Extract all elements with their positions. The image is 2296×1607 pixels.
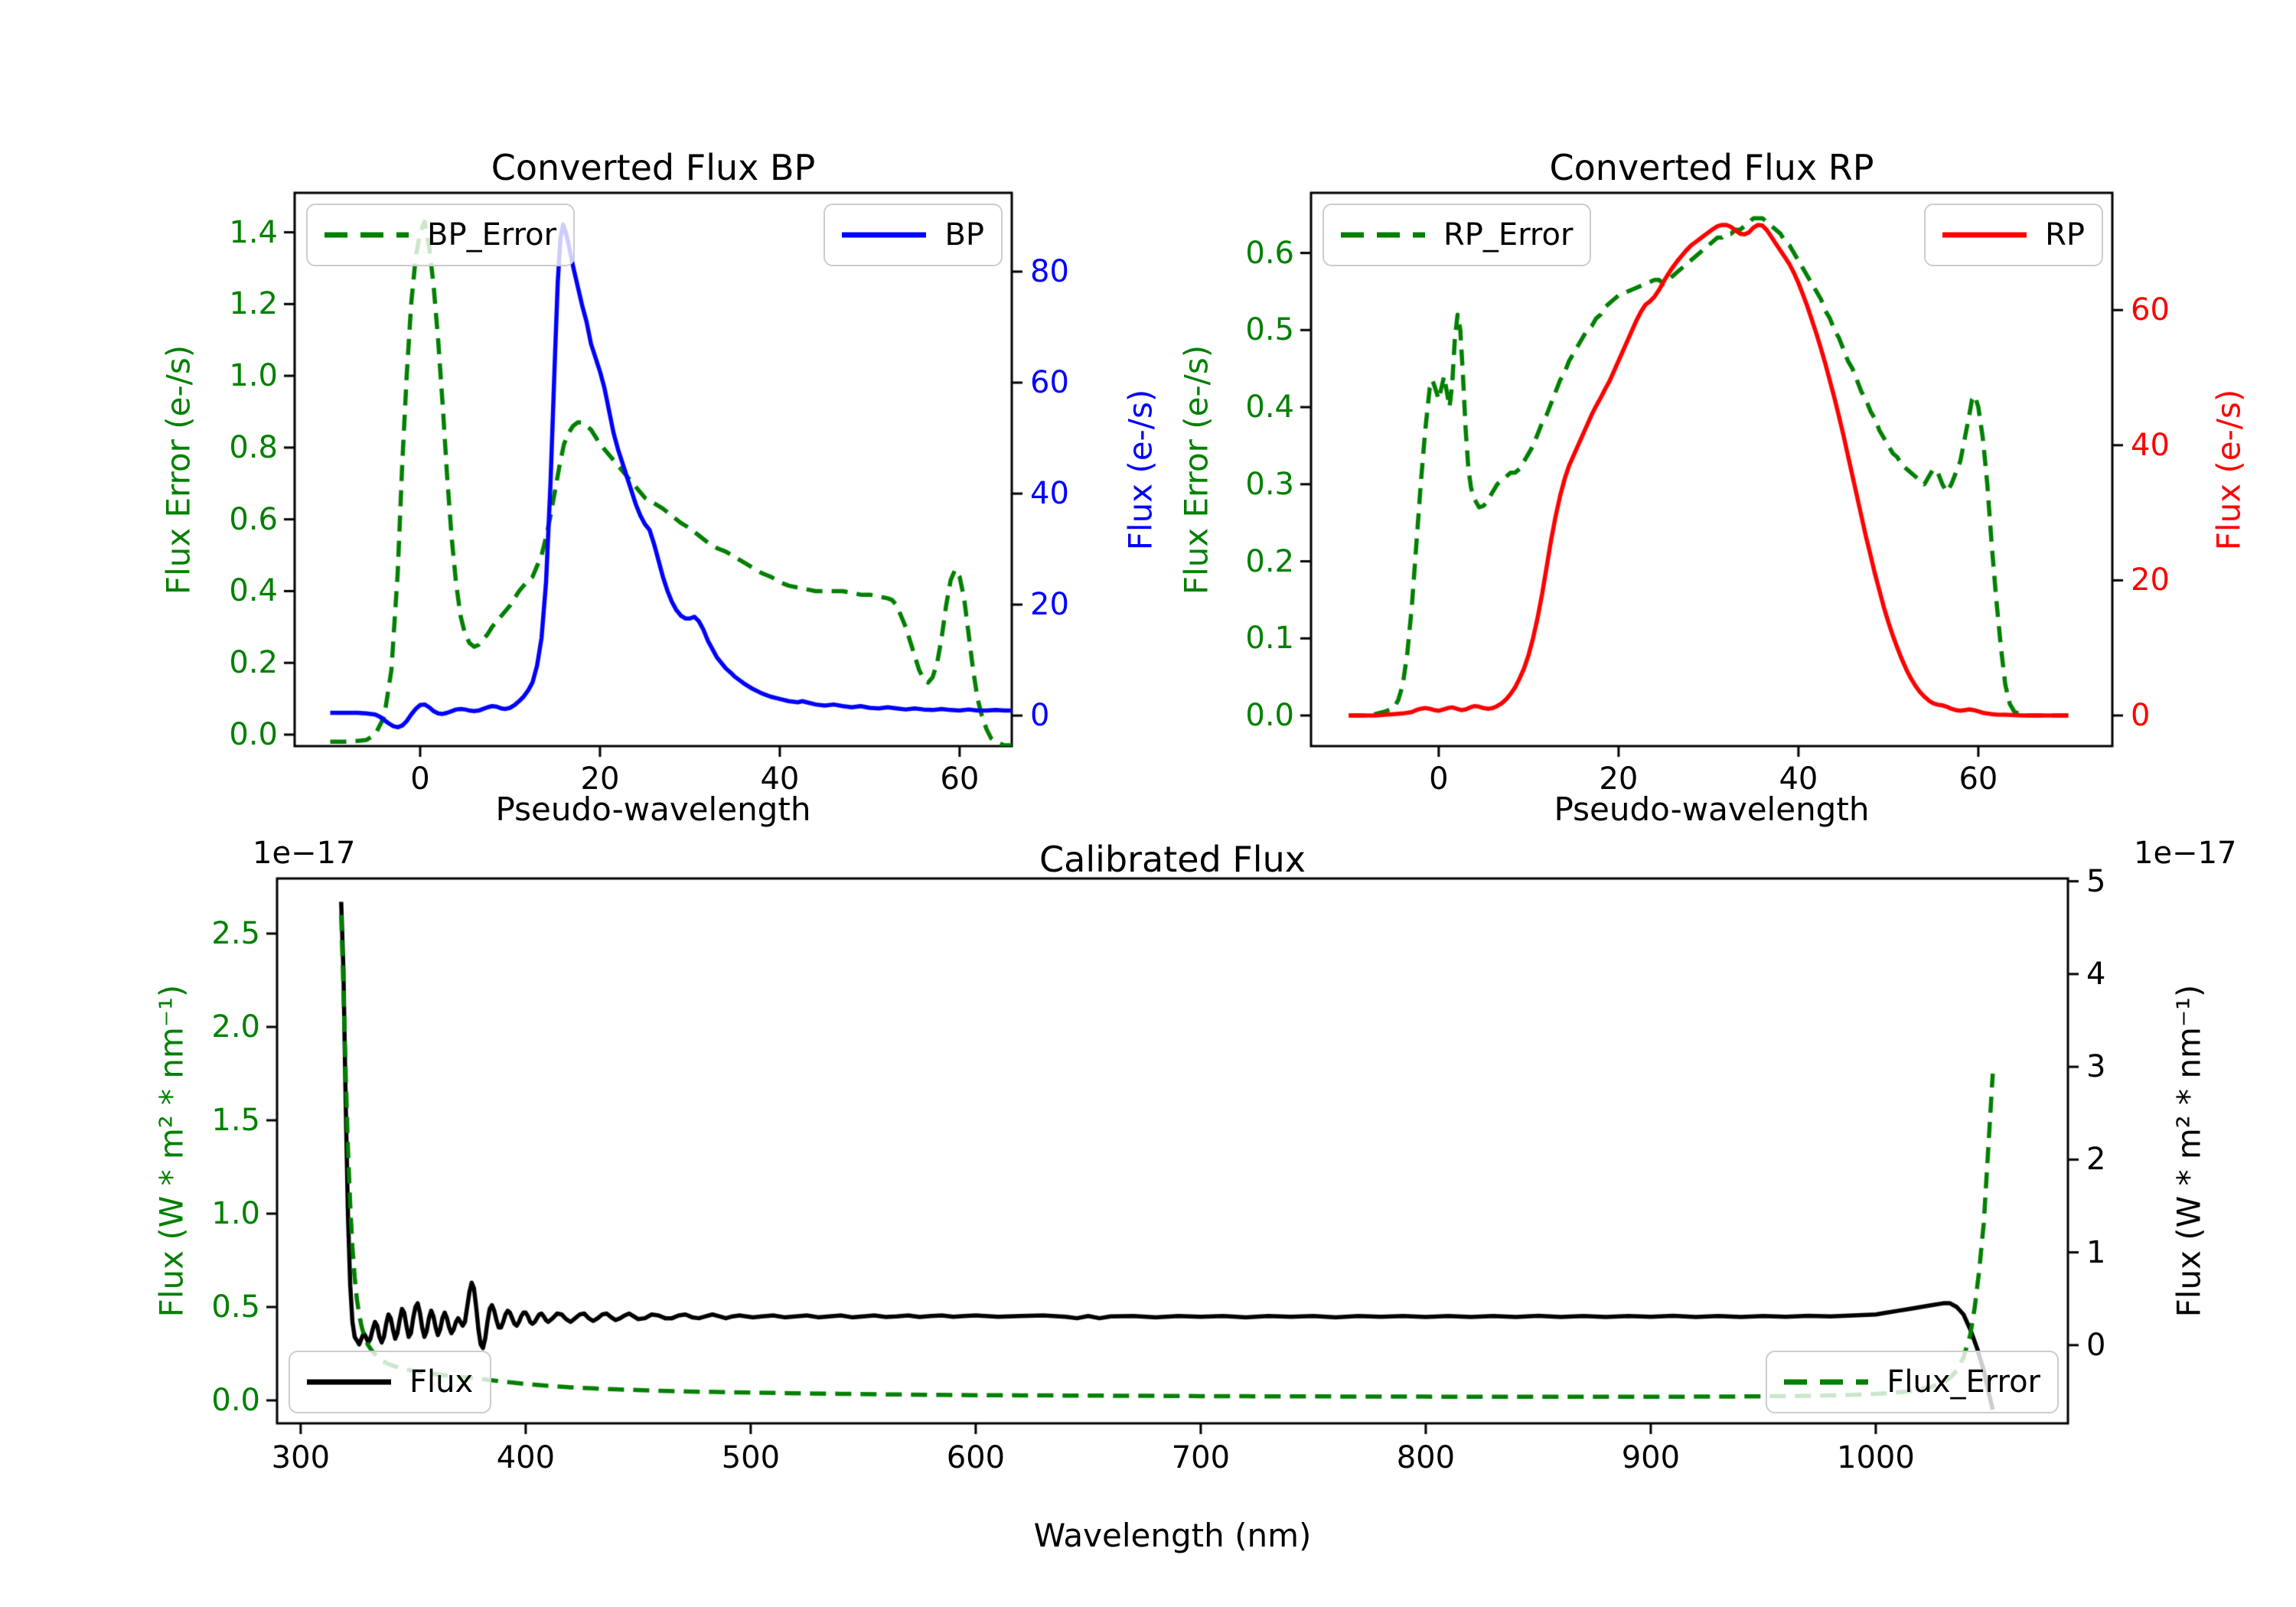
ytick-left-label-converted-flux-bp-0.0: 0.0 [229, 716, 278, 752]
ytick-left-label-converted-flux-bp-0.8: 0.8 [229, 429, 278, 465]
ytick-left-label-converted-flux-rp-0.3: 0.3 [1245, 466, 1294, 502]
legend-rp: RP [1924, 204, 2103, 266]
ytick-right-label-calibrated-flux-1: 1 [2086, 1234, 2106, 1270]
ytick-left-label-calibrated-flux-0.5: 0.5 [211, 1289, 260, 1325]
xtick-label-calibrated-flux-900: 900 [1621, 1440, 1681, 1475]
xtick-label-converted-flux-bp-0: 0 [410, 761, 430, 797]
xtick-label-calibrated-flux-600: 600 [946, 1440, 1006, 1475]
ytick-left-label-converted-flux-rp-0.0: 0.0 [1245, 698, 1294, 733]
ylabel-left-rp: Flux Error (e-/s) [1177, 344, 1215, 595]
xlabel-rp: Pseudo-wavelength [1554, 790, 1870, 828]
ytick-left-label-converted-flux-rp-0.5: 0.5 [1245, 312, 1294, 348]
ytick-right-label-converted-flux-bp-60: 60 [1030, 365, 1069, 400]
ytick-left-label-converted-flux-rp-0.4: 0.4 [1245, 390, 1294, 425]
ytick-right-label-converted-flux-bp-80: 80 [1030, 253, 1069, 289]
axis-offset-right-1e-17: 1e−17 [2134, 836, 2237, 871]
xtick-label-converted-flux-bp-60: 60 [940, 761, 980, 797]
ytick-right-label-converted-flux-bp-40: 40 [1030, 476, 1069, 512]
ytick-left-label-converted-flux-bp-1.2: 1.2 [229, 286, 278, 322]
flux-error-line-sample-icon [1784, 1379, 1869, 1385]
legend-label-bp-error: BP_Error [427, 217, 557, 253]
legend-label-bp: BP [944, 217, 984, 253]
axis-offset-left-1e-17: 1e−17 [253, 836, 356, 871]
ytick-right-label-calibrated-flux-4: 4 [2086, 956, 2106, 992]
ylabel-right-bp: Flux (e-/s) [1121, 389, 1159, 550]
legend-rp-error: RP_Error [1322, 204, 1592, 266]
rp-line-sample-icon [1942, 232, 2027, 238]
ylabel-left-calibrated: Flux (W * m² * nm⁻¹) [152, 984, 191, 1318]
title-converted-flux-bp: Converted Flux BP [491, 147, 816, 188]
xtick-label-calibrated-flux-800: 800 [1396, 1440, 1456, 1475]
title-converted-flux-rp: Converted Flux RP [1549, 147, 1874, 188]
xtick-label-calibrated-flux-300: 300 [271, 1440, 331, 1475]
legend-bp-error: BP_Error [306, 204, 576, 266]
legend-flux: Flux [289, 1351, 492, 1413]
ytick-left-label-calibrated-flux-2.0: 2.0 [211, 1009, 260, 1045]
ytick-left-label-converted-flux-bp-1.4: 1.4 [229, 214, 278, 250]
xtick-label-converted-flux-bp-40: 40 [760, 761, 800, 797]
xtick-label-converted-flux-rp-0: 0 [1429, 761, 1449, 797]
rp-error-line-sample-icon [1341, 232, 1425, 238]
ytick-left-label-converted-flux-bp-0.4: 0.4 [229, 573, 278, 609]
ytick-left-label-converted-flux-rp-0.2: 0.2 [1245, 543, 1294, 579]
ytick-right-label-converted-flux-rp-40: 40 [2131, 427, 2170, 463]
ytick-right-label-calibrated-flux-5: 5 [2086, 863, 2106, 899]
ytick-left-label-converted-flux-rp-0.1: 0.1 [1245, 621, 1294, 657]
ytick-right-label-calibrated-flux-2: 2 [2086, 1142, 2106, 1178]
ytick-left-label-converted-flux-bp-1.0: 1.0 [229, 358, 278, 394]
ytick-right-label-converted-flux-rp-0: 0 [2131, 698, 2151, 733]
bp-line-sample-icon [842, 232, 927, 238]
ylabel-left-bp: Flux Error (e-/s) [159, 344, 197, 595]
ytick-right-label-converted-flux-rp-60: 60 [2131, 292, 2170, 328]
xtick-label-calibrated-flux-500: 500 [721, 1440, 781, 1475]
xlabel-bp: Pseudo-wavelength [495, 790, 811, 828]
xtick-label-calibrated-flux-700: 700 [1171, 1440, 1231, 1475]
xtick-label-converted-flux-rp-40: 40 [1779, 761, 1818, 797]
xtick-label-converted-flux-rp-20: 20 [1599, 761, 1639, 797]
xtick-label-converted-flux-rp-60: 60 [1958, 761, 1998, 797]
ytick-right-label-converted-flux-bp-20: 20 [1030, 587, 1069, 623]
ylabel-right-rp: Flux (e-/s) [2210, 389, 2248, 550]
ytick-left-label-converted-flux-bp-0.6: 0.6 [229, 501, 278, 537]
title-calibrated-flux: Calibrated Flux [1039, 839, 1306, 880]
ytick-left-label-calibrated-flux-1.5: 1.5 [211, 1102, 260, 1138]
ytick-left-label-calibrated-flux-0.0: 0.0 [211, 1382, 260, 1418]
legend-label-flux: Flux [409, 1364, 474, 1400]
ytick-right-label-converted-flux-rp-20: 20 [2131, 562, 2170, 598]
xlabel-calibrated: Wavelength (nm) [1033, 1517, 1312, 1554]
flux-line-sample-icon [307, 1379, 391, 1385]
legend-label-flux-error: Flux_Error [1887, 1364, 2040, 1400]
ytick-left-label-converted-flux-bp-0.2: 0.2 [229, 645, 278, 681]
ytick-left-label-calibrated-flux-2.5: 2.5 [211, 915, 260, 951]
legend-bp: BP [823, 204, 1003, 266]
xtick-label-calibrated-flux-1000: 1000 [1837, 1440, 1915, 1475]
ytick-right-label-calibrated-flux-3: 3 [2086, 1049, 2106, 1085]
ytick-left-label-converted-flux-rp-0.6: 0.6 [1245, 235, 1294, 271]
legend-flux-error: Flux_Error [1766, 1351, 2059, 1413]
xtick-label-converted-flux-bp-20: 20 [580, 761, 620, 797]
legend-label-rp: RP [2045, 217, 2085, 253]
legend-label-rp-error: RP_Error [1443, 217, 1574, 253]
ytick-right-label-calibrated-flux-0: 0 [2086, 1327, 2106, 1363]
ytick-left-label-calibrated-flux-1.0: 1.0 [211, 1195, 260, 1231]
ytick-right-label-converted-flux-bp-0: 0 [1030, 698, 1050, 734]
xtick-label-calibrated-flux-400: 400 [496, 1440, 556, 1475]
ylabel-right-calibrated: Flux (W * m² * nm⁻¹) [2170, 984, 2208, 1318]
bp-error-line-sample-icon [325, 232, 409, 238]
